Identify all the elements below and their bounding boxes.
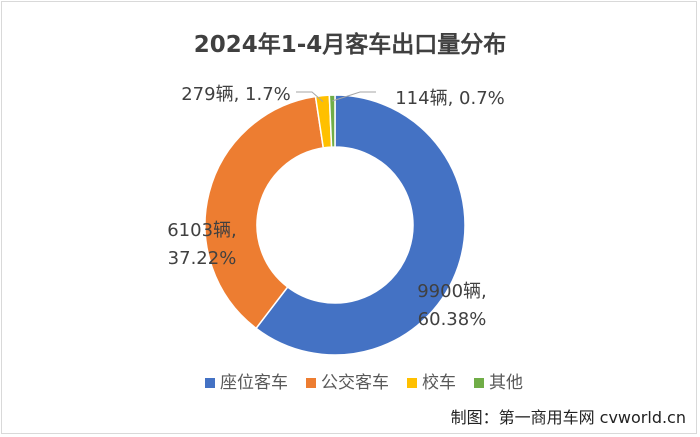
data-label-1-line2: 60.38% bbox=[418, 309, 487, 330]
legend-swatch-4 bbox=[474, 378, 484, 388]
legend-swatch-3 bbox=[407, 378, 417, 388]
data-label-1-line1: 9900辆, bbox=[417, 281, 487, 302]
slice-2 bbox=[204, 95, 325, 330]
legend-swatch-1 bbox=[205, 378, 215, 388]
legend-label-1: 座位客车 bbox=[220, 373, 288, 393]
data-label-3-line1: 279辆, 1.7% bbox=[181, 84, 291, 105]
legend-swatch-2 bbox=[306, 378, 316, 388]
data-label-2-line2: 37.22% bbox=[168, 248, 237, 269]
slice-1 bbox=[255, 94, 466, 356]
legend-label-3: 校车 bbox=[422, 373, 456, 393]
legend-label-2: 公交客车 bbox=[321, 373, 389, 393]
footer-credit: 制图：第一商用车网 cvworld.cn bbox=[450, 408, 686, 427]
leader-line-4 bbox=[332, 91, 376, 102]
chart-title: 2024年1-4月客车出口量分布 bbox=[194, 31, 507, 58]
data-label-2-line1: 6103辆, bbox=[167, 220, 237, 241]
legend-label-4: 其他 bbox=[489, 373, 523, 393]
data-label-4-line1: 114辆, 0.7% bbox=[395, 88, 505, 109]
slice-4 bbox=[328, 94, 336, 148]
leader-line-3 bbox=[296, 91, 324, 102]
